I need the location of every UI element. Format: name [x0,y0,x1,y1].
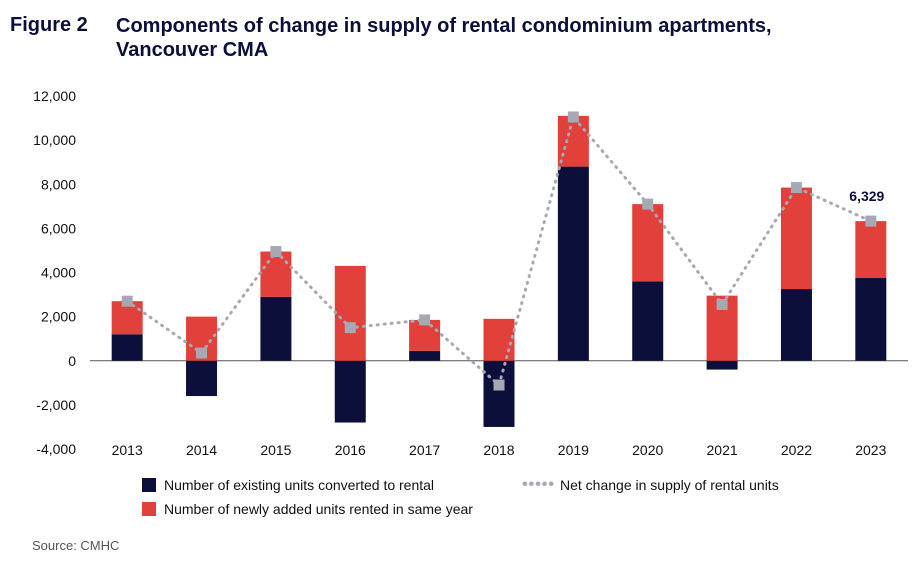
net-change-point-2023 [865,215,877,227]
net-change-point-2021 [716,298,728,310]
bar-newly-added-2018 [483,318,515,361]
bar-newly-added-2015 [260,251,292,297]
y-tick-label: 2,000 [41,309,76,325]
bar-converted-2019 [557,166,589,361]
x-tick-label: 2014 [186,442,217,458]
legend-label-newly-added: Number of newly added units rented in sa… [164,501,473,517]
legend-item-converted: Number of existing units converted to re… [142,477,434,493]
bar-converted-2014 [186,360,218,397]
bar-converted-2023 [855,278,887,361]
bar-converted-2017 [409,350,441,361]
x-tick-label: 2015 [260,442,291,458]
annotation-label-2023: 6,329 [849,188,884,204]
x-tick-label: 2020 [632,442,663,458]
net-change-point-2019 [567,111,579,123]
x-tick-label: 2023 [855,442,886,458]
legend-item-newly-added: Number of newly added units rented in sa… [142,501,473,517]
y-tick-label: 4,000 [41,265,76,281]
figure-title: Components of change in supply of rental… [116,15,772,61]
net-change-point-2015 [270,246,282,258]
source-note: Source: CMHC [32,538,120,553]
x-tick-label: 2013 [112,442,143,458]
x-tick-label: 2018 [483,442,514,458]
y-tick-label: -4,000 [36,441,76,457]
y-tick-label: 0 [68,353,76,369]
bar-newly-added-2013 [111,301,143,335]
y-tick-label: 8,000 [41,176,76,192]
net-change-point-2020 [642,198,654,210]
bar-converted-2020 [632,281,664,361]
net-change-point-2017 [419,314,431,326]
net-change-point-2018 [493,379,505,391]
legend-dotted-line-icon: ••••• [522,476,556,493]
figure-label: Figure 2 [10,14,88,36]
x-tick-label: 2022 [781,442,812,458]
bar-newly-added-2019 [557,115,589,167]
bar-converted-2018 [483,360,515,427]
bar-converted-2022 [780,289,812,361]
net-change-point-2022 [790,182,802,194]
y-tick-label: 6,000 [41,220,76,236]
bar-newly-added-2020 [632,204,664,282]
net-change-point-2016 [344,322,356,334]
y-tick-label: 10,000 [33,132,76,148]
x-tick-label: 2017 [409,442,440,458]
legend-label-converted: Number of existing units converted to re… [164,477,435,493]
legend-swatch-converted [142,478,156,492]
y-tick-label: -2,000 [36,397,76,413]
y-tick-label: 12,000 [33,88,76,104]
bar-newly-added-2023 [855,221,887,279]
legend-label-net-change: Net change in supply of rental units [560,477,779,493]
x-tick-label: 2016 [335,442,366,458]
x-tick-label: 2019 [558,442,589,458]
bar-converted-2013 [111,334,143,361]
x-tick-label: 2021 [707,442,738,458]
bar-newly-added-2016 [334,265,366,361]
net-change-point-2014 [196,347,208,359]
bar-converted-2015 [260,296,292,361]
legend-swatch-newly-added [142,502,156,516]
bar-converted-2016 [334,360,366,423]
net-change-point-2013 [121,295,133,307]
bar-converted-2021 [706,360,738,370]
legend-item-net-change: ••••• Net change in supply of rental uni… [522,476,779,494]
